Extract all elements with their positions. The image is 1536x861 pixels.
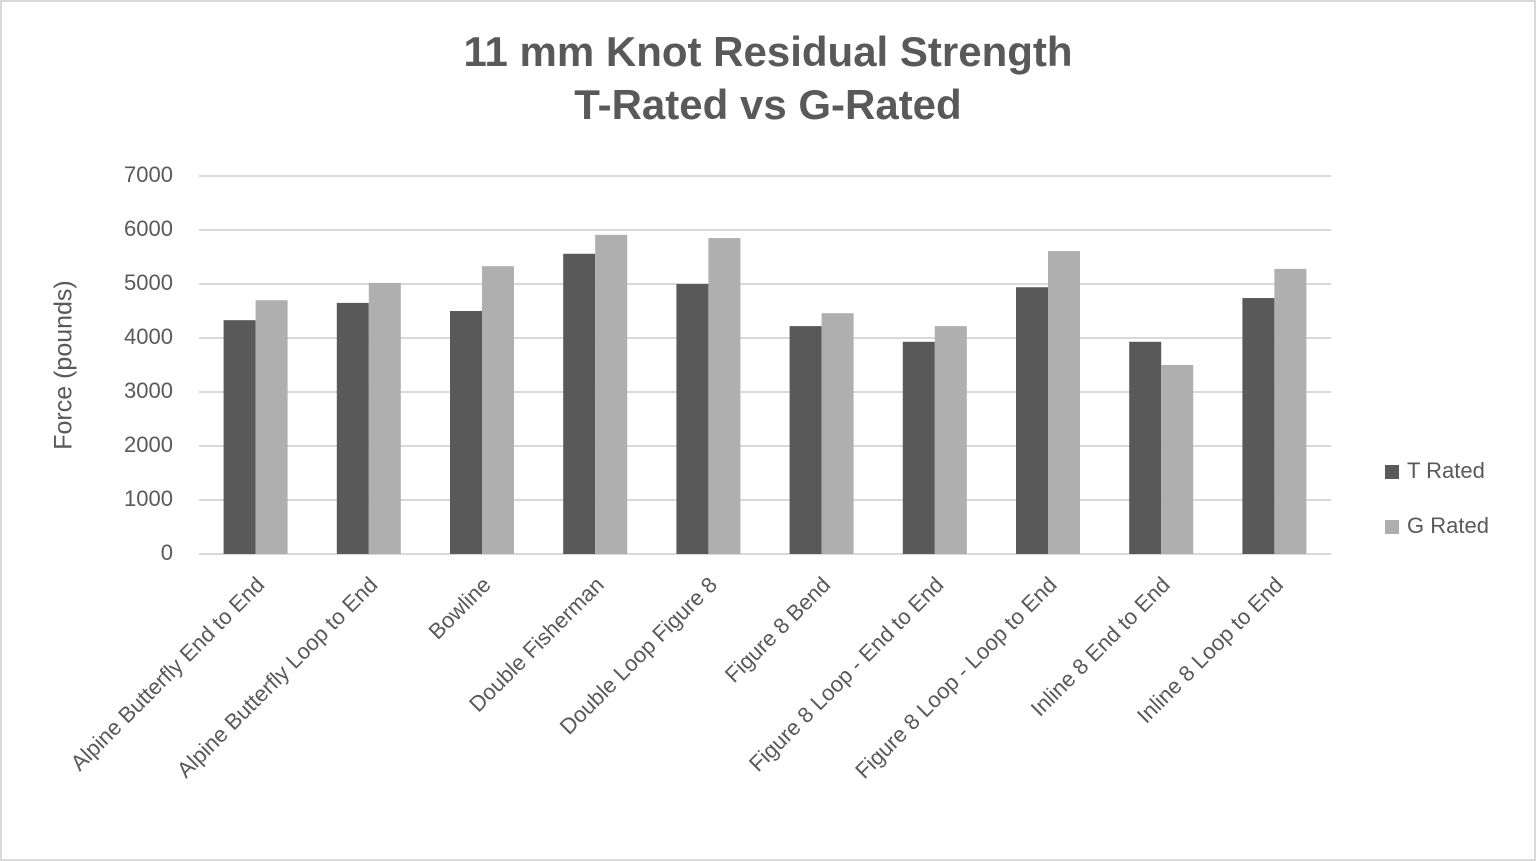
bar [1048, 251, 1080, 554]
y-tick-label: 6000 [124, 216, 173, 241]
legend-label: G Rated [1407, 513, 1489, 538]
bar [595, 234, 628, 555]
y-tick-label: 1000 [124, 486, 173, 511]
bar [902, 341, 935, 554]
chart-title: 11 mm Knot Residual Strength [463, 28, 1072, 75]
legend-swatch [1385, 465, 1399, 479]
bar [368, 282, 401, 554]
bar [482, 266, 514, 554]
bar [255, 300, 288, 554]
bar [1161, 365, 1194, 554]
bar [789, 326, 822, 554]
bar [934, 326, 967, 554]
bar [1274, 268, 1307, 554]
bar [450, 311, 482, 554]
y-tick-label: 4000 [124, 324, 173, 349]
y-tick-label: 5000 [124, 270, 173, 295]
chart-subtitle: T-Rated vs G-Rated [574, 81, 961, 128]
legend-swatch [1385, 520, 1399, 534]
bar [1016, 287, 1048, 554]
y-tick-label: 0 [161, 540, 173, 565]
bar [1242, 298, 1275, 554]
y-tick-label: 3000 [124, 378, 173, 403]
y-tick-label: 2000 [124, 432, 173, 457]
bar [1129, 341, 1162, 554]
y-tick-label: 7000 [124, 162, 173, 187]
y-axis-label: Force (pounds) [50, 280, 78, 450]
bar [563, 253, 596, 554]
bar [336, 302, 369, 554]
bar [821, 313, 854, 554]
bar [708, 238, 741, 554]
legend-label: T Rated [1407, 458, 1485, 483]
bar [223, 320, 256, 554]
bar [676, 284, 709, 554]
